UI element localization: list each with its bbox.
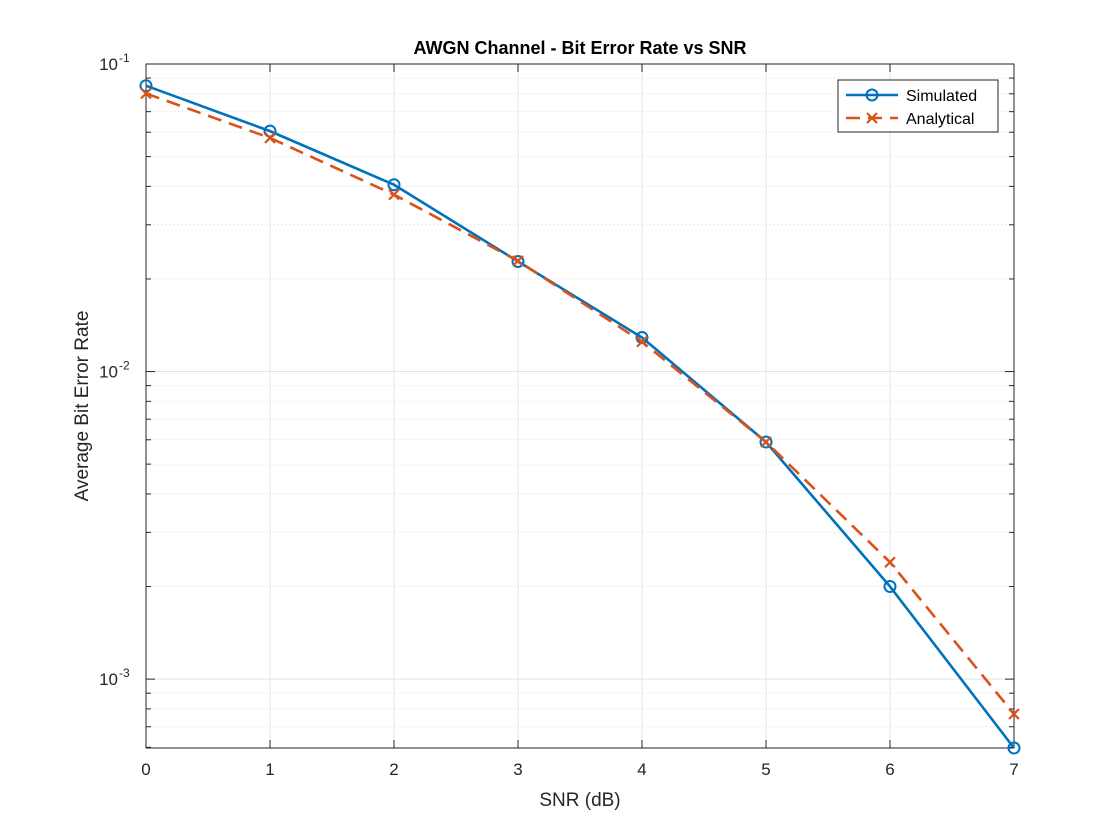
y-tick-label: 10 (99, 670, 118, 689)
grid (146, 64, 1014, 748)
x-tick-label: 0 (141, 760, 150, 779)
legend-item-analytical: Analytical (846, 111, 974, 128)
legend-box (837, 79, 999, 133)
y-tick-exponent: -3 (119, 666, 130, 680)
legend-marker (866, 112, 878, 124)
legend-label: Simulated (906, 88, 977, 105)
x-tick-label: 1 (265, 760, 274, 779)
data-point-analytical (1008, 708, 1020, 720)
data-point-analytical (760, 436, 772, 448)
series (139, 79, 1021, 755)
x-marker-stroke (512, 255, 524, 267)
y-tick-label: 10 (99, 363, 118, 382)
legend-label: Analytical (906, 111, 974, 128)
data-point-analytical (884, 556, 896, 568)
legend-marker (865, 88, 879, 102)
x-marker-stroke (388, 188, 400, 201)
data-point-analytical (140, 87, 152, 100)
x-axis-label: SNR (dB) (539, 790, 620, 811)
series-simulated (139, 79, 1021, 755)
data-point-simulated (1007, 741, 1021, 755)
plot-area (145, 63, 1015, 749)
x-marker-stroke (884, 556, 896, 568)
x-tick-label: 3 (513, 760, 522, 779)
data-point-simulated (511, 254, 525, 268)
x-tick-label: 6 (885, 760, 894, 779)
series-line-analytical (145, 92, 1016, 715)
data-point-analytical (636, 335, 648, 348)
x-tick-label: 2 (389, 760, 398, 779)
data-point-simulated (759, 435, 773, 449)
data-point-analytical (512, 255, 524, 267)
y-tick-exponent: -2 (119, 359, 130, 373)
x-marker-stroke (264, 132, 276, 144)
data-point-analytical (264, 132, 276, 144)
chart-title: AWGN Channel - Bit Error Rate vs SNR (413, 38, 746, 58)
x-marker-stroke (140, 87, 152, 100)
legend: Simulated Analytical (837, 79, 999, 133)
y-tick-exponent: -1 (119, 51, 130, 65)
data-point-simulated (883, 580, 897, 594)
x-marker-stroke (760, 436, 772, 448)
x-tick-label: 5 (761, 760, 770, 779)
x-marker-stroke (636, 335, 648, 348)
series-line-simulated (145, 84, 1016, 749)
series-analytical (140, 87, 1020, 720)
data-point-analytical (388, 188, 400, 201)
legend-item-simulated: Simulated (846, 88, 977, 105)
x-tick-label: 7 (1009, 760, 1018, 779)
data-point-simulated (139, 79, 153, 93)
x-marker-stroke (1008, 708, 1020, 720)
y-axis-label: Average Bit Error Rate (72, 311, 93, 502)
x-tick-label: 4 (637, 760, 646, 779)
data-point-simulated (387, 178, 401, 192)
y-tick-label: 10 (99, 55, 118, 74)
